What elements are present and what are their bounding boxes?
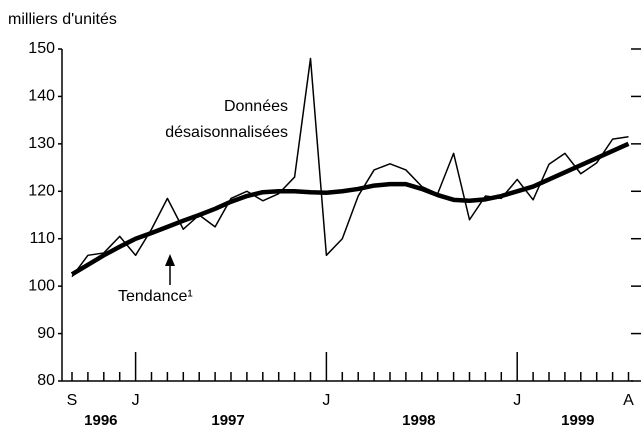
y-axis-label: milliers d'unités (8, 11, 117, 28)
y-tick-label: 150 (28, 40, 55, 57)
year: 1998 (402, 412, 435, 429)
y-tick-label: 100 (28, 277, 55, 294)
x-tick-label: S (67, 392, 78, 409)
annotation: Données (224, 98, 288, 115)
year: 1999 (561, 412, 594, 429)
x-tick-label: J (322, 392, 330, 409)
x-tick-label: A (623, 392, 634, 409)
y-tick-label: 80 (37, 372, 55, 389)
arrow-head (165, 254, 175, 266)
x-tick-label: J (132, 392, 140, 409)
y-tick-label: 90 (37, 325, 55, 342)
y-tick-label: 110 (29, 230, 55, 247)
series-line (71, 57, 629, 278)
year: 1996 (84, 412, 117, 429)
year: 1997 (211, 412, 244, 429)
y-tick-label: 120 (28, 183, 55, 200)
y-tick-label: 130 (28, 135, 55, 152)
annotation: désaisonnalisées (165, 124, 288, 141)
x-tick-label: J (513, 392, 521, 409)
annotation: Tendance¹ (118, 288, 193, 305)
series-line (70, 141, 630, 277)
y-tick-label: 140 (28, 88, 55, 105)
